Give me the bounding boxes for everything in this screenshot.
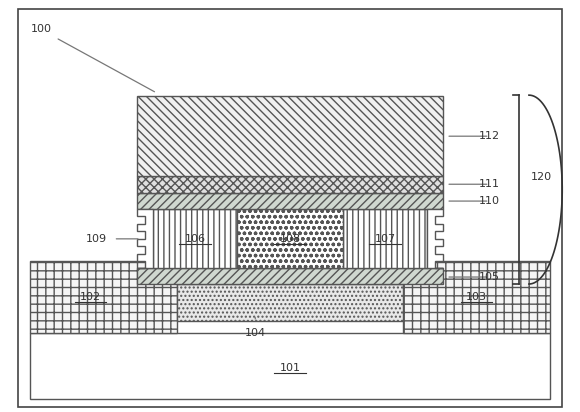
Text: 108: 108 bbox=[280, 234, 300, 244]
Bar bbox=[137, 268, 443, 284]
Text: 102: 102 bbox=[80, 292, 101, 302]
Bar bbox=[237, 209, 343, 268]
Text: 110: 110 bbox=[479, 196, 500, 206]
Bar bbox=[177, 284, 403, 321]
Bar bbox=[153, 209, 237, 268]
Bar bbox=[403, 262, 550, 333]
Text: 112: 112 bbox=[479, 131, 500, 141]
Bar bbox=[30, 262, 177, 333]
Text: 111: 111 bbox=[479, 179, 500, 189]
Polygon shape bbox=[427, 209, 443, 268]
Text: 100: 100 bbox=[31, 24, 52, 35]
Bar bbox=[137, 176, 443, 193]
Text: 103: 103 bbox=[466, 292, 487, 302]
Polygon shape bbox=[137, 209, 153, 268]
Text: 107: 107 bbox=[374, 234, 396, 244]
Text: 101: 101 bbox=[280, 363, 300, 373]
Bar bbox=[137, 96, 443, 176]
Text: 109: 109 bbox=[86, 234, 107, 244]
Text: 104: 104 bbox=[245, 328, 266, 338]
Text: 120: 120 bbox=[531, 172, 552, 182]
Bar bbox=[30, 333, 550, 399]
Bar bbox=[343, 209, 427, 268]
Bar bbox=[137, 193, 443, 209]
Text: 106: 106 bbox=[184, 234, 205, 244]
Text: 105: 105 bbox=[479, 272, 500, 282]
